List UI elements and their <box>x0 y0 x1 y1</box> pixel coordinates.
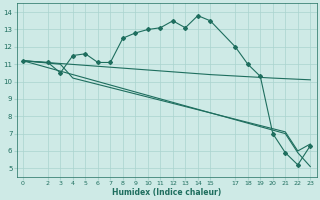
X-axis label: Humidex (Indice chaleur): Humidex (Indice chaleur) <box>112 188 221 197</box>
